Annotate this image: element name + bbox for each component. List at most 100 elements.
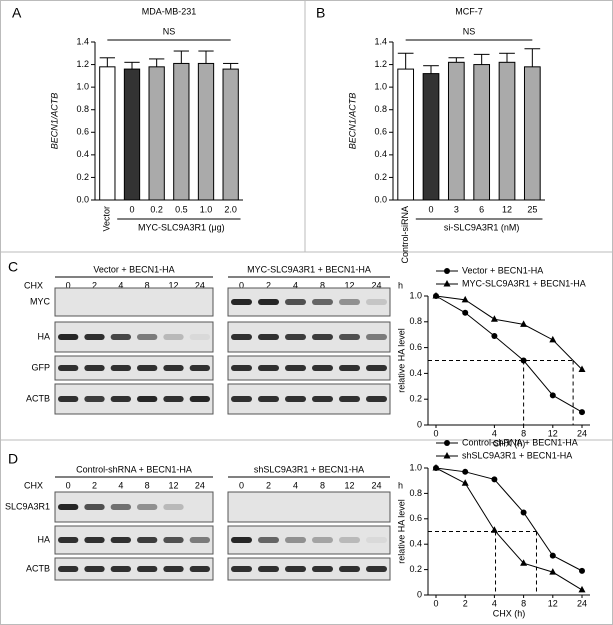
legend-label: MYC-SLC9A3R1 + BECN1-HA (462, 278, 586, 288)
x-tick-label: 12 (548, 598, 558, 608)
y-tick-label: 0.2 (409, 394, 422, 404)
line (435, 295, 583, 370)
bar (123, 68, 141, 201)
marker (578, 365, 586, 373)
blot-panel (54, 321, 214, 353)
group-header: Vector + BECN1-HA (93, 264, 174, 274)
y-tick-label: 1.0 (76, 82, 89, 92)
band (366, 537, 387, 543)
band (258, 537, 279, 543)
marker (432, 464, 440, 471)
blot-panel (227, 287, 391, 317)
blot-panel (227, 321, 391, 353)
band (231, 396, 252, 402)
lane-label: 2 (92, 280, 97, 290)
group-header: Control-shRNA + BECN1-HA (76, 464, 192, 474)
band (110, 396, 131, 402)
lane-label: 2 (266, 280, 271, 290)
bar (99, 66, 116, 201)
y-tick-label: 0.4 (76, 149, 89, 159)
band (110, 566, 131, 572)
legend-label: Vector + BECN1-HA (462, 265, 543, 275)
lane-label: 0 (239, 480, 244, 490)
band (285, 396, 306, 402)
x-tick-label: 8 (521, 598, 526, 608)
band (110, 504, 131, 510)
band (137, 334, 158, 340)
y-tick-label: 0.6 (374, 127, 387, 137)
panel-label: D (8, 451, 18, 467)
blot-panel (54, 525, 214, 555)
band (110, 334, 131, 340)
marker (444, 268, 450, 274)
chart-title: MCF-7 (455, 6, 483, 16)
legend-label: shSLC9A3R1 + BECN1-HA (462, 450, 572, 460)
band (258, 299, 279, 305)
lane-label: 12 (168, 280, 178, 290)
y-tick-label: 0.0 (76, 194, 89, 204)
x-tick-label: 6 (479, 204, 484, 214)
chart-title: MDA-MB-231 (142, 6, 197, 16)
y-tick-label: 0.0 (374, 194, 387, 204)
line (435, 295, 583, 413)
marker (462, 309, 469, 316)
marker (443, 452, 451, 459)
bar (422, 73, 440, 201)
lane-label: 24 (195, 480, 205, 490)
treatment-label: CHX (24, 280, 43, 290)
lane-label: 0 (66, 280, 71, 290)
blot-panel (54, 287, 214, 317)
lane-label: 24 (371, 280, 381, 290)
x-tick-label: 24 (577, 598, 587, 608)
marker (549, 552, 556, 559)
y-tick-label: 0.8 (374, 104, 387, 114)
x-tick-label: 0 (428, 204, 433, 214)
band (285, 299, 306, 305)
row-label: ACTB (26, 563, 50, 573)
marker (549, 568, 557, 575)
y-tick-label: 0.2 (409, 564, 422, 574)
marker (520, 559, 528, 566)
band (339, 365, 360, 371)
lane-label: 4 (293, 480, 298, 490)
band (84, 566, 105, 572)
band (285, 537, 306, 543)
band (339, 299, 360, 305)
x-tick-label: 4 (492, 598, 497, 608)
x-axis-label: CHX (h) (493, 438, 526, 448)
treatment-label: CHX (24, 480, 43, 490)
bar (197, 62, 215, 201)
significance-label: NS (463, 26, 476, 36)
band (339, 334, 360, 340)
band (163, 537, 184, 543)
significance-label: NS (163, 26, 176, 36)
y-tick-label: 0.6 (76, 127, 89, 137)
line (435, 467, 583, 572)
band (258, 396, 279, 402)
band (312, 566, 333, 572)
band (285, 365, 306, 371)
band (285, 334, 306, 340)
marker (491, 332, 498, 339)
band (339, 396, 360, 402)
y-tick-label: 0.4 (374, 149, 387, 159)
y-tick-label: 0.4 (409, 539, 422, 549)
band (231, 299, 252, 305)
x-tick-label: Vector (102, 206, 112, 232)
lane-label: 12 (344, 280, 354, 290)
band (58, 566, 79, 572)
x-tick-label: 1.0 (200, 204, 213, 214)
x-tick-label: 0 (129, 204, 134, 214)
band (137, 396, 158, 402)
marker (461, 295, 469, 303)
bar (148, 66, 165, 201)
marker (444, 440, 450, 446)
bar (397, 68, 415, 201)
marker (549, 392, 556, 399)
bar (173, 62, 190, 201)
x-tick-label: 12 (502, 204, 512, 214)
y-tick-label: 1.2 (374, 59, 387, 69)
band (110, 365, 131, 371)
blot-panel (227, 525, 391, 555)
